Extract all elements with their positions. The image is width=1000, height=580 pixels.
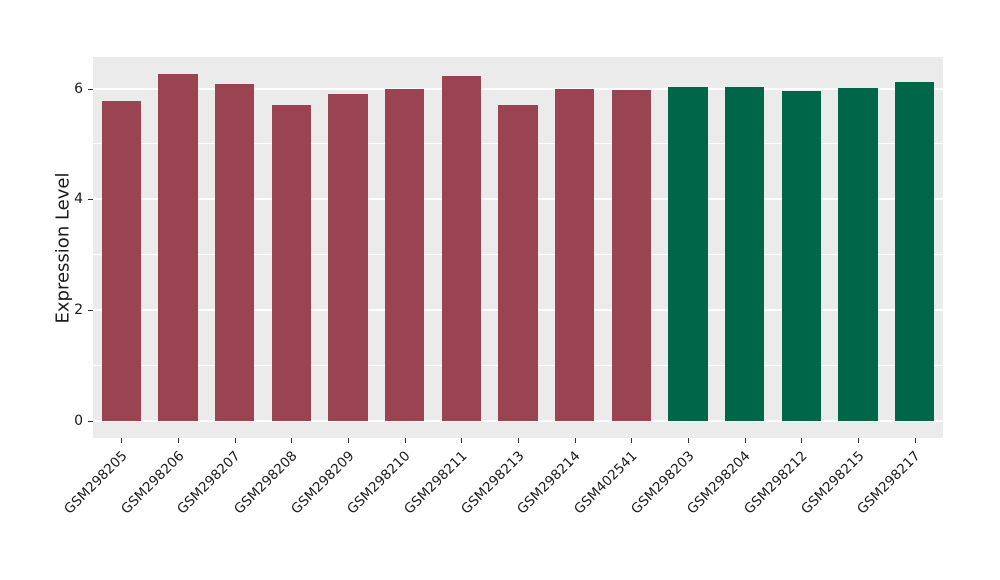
y-tick-label: 4 bbox=[74, 191, 83, 208]
x-tick-mark bbox=[518, 438, 519, 443]
x-tick-mark bbox=[121, 438, 123, 443]
bar-GSM298217 bbox=[894, 81, 935, 421]
bar-GSM298211 bbox=[441, 76, 482, 421]
y-tick-mark bbox=[88, 88, 93, 90]
bar-GSM298209 bbox=[328, 93, 368, 421]
bar-GSM402541 bbox=[611, 90, 652, 421]
x-tick-mark bbox=[178, 438, 179, 443]
bar-GSM298214 bbox=[554, 88, 595, 421]
bar-GSM298208 bbox=[271, 105, 312, 421]
x-tick-mark bbox=[744, 438, 746, 443]
bar-GSM298206 bbox=[158, 73, 198, 421]
bar-GSM298205 bbox=[101, 100, 142, 421]
y-tick-label: 6 bbox=[74, 80, 83, 97]
y-tick-mark bbox=[88, 420, 93, 422]
x-tick-mark bbox=[631, 438, 633, 443]
x-tick-mark bbox=[291, 438, 293, 443]
major-gridline bbox=[93, 87, 943, 90]
x-tick-mark bbox=[234, 438, 236, 443]
x-tick-mark bbox=[574, 438, 576, 443]
x-tick-mark bbox=[801, 438, 803, 443]
bar-GSM298207 bbox=[214, 83, 255, 421]
bar-GSM298215 bbox=[838, 87, 878, 421]
bar-GSM298204 bbox=[724, 86, 765, 421]
x-tick-mark bbox=[688, 438, 689, 443]
bar-GSM298213 bbox=[498, 105, 538, 421]
x-tick-mark bbox=[348, 438, 349, 443]
x-tick-mark bbox=[858, 438, 859, 443]
y-tick-label: 0 bbox=[74, 412, 83, 429]
y-tick-mark bbox=[88, 199, 93, 201]
x-tick-mark bbox=[914, 438, 916, 443]
bar-GSM298203 bbox=[668, 86, 708, 421]
y-tick-label: 2 bbox=[74, 302, 83, 319]
bar-GSM298212 bbox=[781, 90, 822, 421]
x-tick-mark bbox=[461, 438, 463, 443]
y-tick-mark bbox=[88, 310, 93, 312]
bar-GSM298210 bbox=[384, 88, 425, 421]
x-tick-mark bbox=[404, 438, 406, 443]
